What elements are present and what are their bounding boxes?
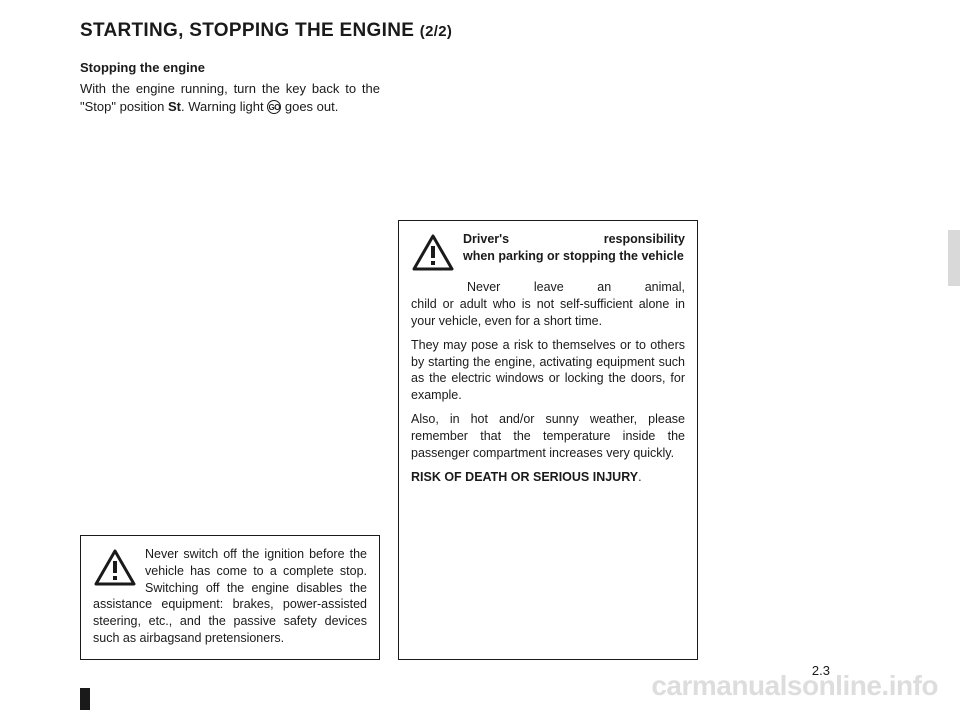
page-heading: STARTING, STOPPING THE ENGINE (2/2) (80, 20, 730, 42)
page-number: 2.3 (812, 663, 830, 678)
warning-triangle-icon (93, 548, 137, 588)
warn-right-p1a: Never leave an animal, (467, 279, 685, 296)
section-tab (948, 230, 960, 286)
heading-main: STARTING, STOPPING THE ENGINE (80, 20, 414, 41)
position-st: St (168, 99, 181, 114)
stopping-paragraph: With the engine running, turn the key ba… (80, 80, 380, 115)
columns: Stopping the engine With the engine runn… (80, 60, 730, 660)
warn-right-p4: RISK OF DEATH OR SERIOUS INJURY. (411, 469, 685, 486)
warning-box-right: Driver's responsibility when parking or … (398, 220, 698, 660)
warn-right-p1: Never leave an animal, child or adult wh… (411, 279, 685, 330)
go-light-icon: GO (267, 100, 281, 114)
right-column: Driver's responsibility when parking or … (398, 60, 698, 660)
stopping-subhead: Stopping the engine (80, 60, 380, 75)
crop-mark (80, 688, 90, 710)
left-column: Stopping the engine With the engine runn… (80, 60, 380, 660)
heading-part: (2/2) (420, 23, 452, 40)
warn-right-p4-bold: RISK OF DEATH OR SERIOUS INJURY (411, 470, 638, 484)
warning-triangle-icon (411, 233, 455, 273)
para-text-b: . Warning light (181, 99, 267, 114)
warn-right-p2: They may pose a risk to themselves or to… (411, 337, 685, 405)
warn-right-p4-dot: . (638, 470, 641, 484)
warn-right-p3: Also, in hot and/or sunny weather, pleas… (411, 411, 685, 462)
warn-right-p1b: child or adult who is not self-suffi­cie… (411, 297, 685, 328)
para-text-c: goes out. (281, 99, 338, 114)
warning-box-left: Never switch off the igni­tion before th… (80, 535, 380, 660)
manual-page: STARTING, STOPPING THE ENGINE (2/2) Stop… (80, 20, 730, 680)
